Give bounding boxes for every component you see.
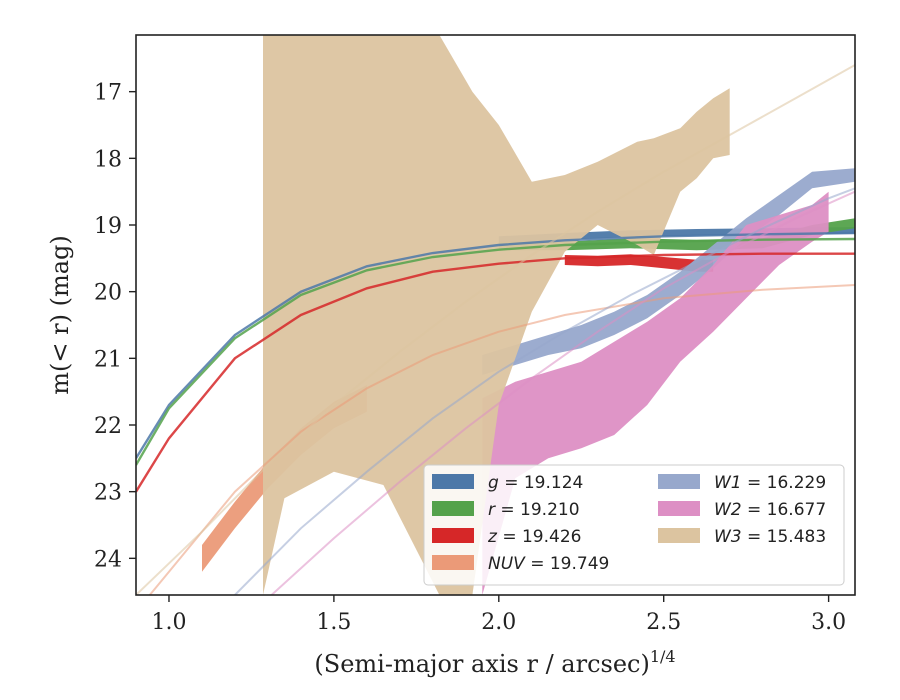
legend-label-w3: W3 = 15.483	[714, 527, 826, 547]
model-curve-w2	[270, 190, 855, 595]
y-tick-label: 21	[94, 347, 122, 372]
x-tick-label: 1.0	[151, 610, 186, 635]
x-tick-label: 2.5	[646, 610, 681, 635]
x-axis-label: (Semi-major axis r / arcsec)1/4	[314, 647, 675, 678]
x-tick-label: 2.0	[481, 610, 516, 635]
model-curve-r	[136, 237, 855, 466]
legend-swatch-nuv	[432, 555, 474, 570]
y-axis-label: m(< r) (mag)	[46, 235, 74, 394]
x-tick-label: 3.0	[811, 610, 846, 635]
legend-label-w1: W1 = 16.229	[714, 473, 826, 493]
y-tick-label: 17	[94, 81, 122, 106]
legend-frame	[423, 464, 845, 586]
y-tick-label: 22	[94, 414, 122, 439]
band-w2	[482, 191, 829, 595]
legend-label-w2: W2 = 16.677	[714, 500, 826, 520]
legend-swatch-z	[432, 528, 474, 543]
bands	[202, 35, 855, 595]
model-curve-g	[136, 231, 855, 459]
legend-label-g: g = 19.124	[488, 473, 583, 493]
legend-swatch-w1	[658, 474, 700, 489]
y-tick-label: 19	[94, 214, 122, 239]
model-curve-nuv	[148, 284, 855, 595]
model-curve-w1	[234, 187, 855, 595]
y-tick-label: 18	[94, 147, 122, 172]
x-axis-label-exponent: 1/4	[650, 647, 676, 666]
y-tick-label: 23	[94, 481, 122, 506]
x-tick-label: 1.5	[316, 610, 351, 635]
y-tick-label: 20	[94, 281, 122, 306]
band-w3	[263, 35, 730, 595]
model-curve-w3	[136, 64, 855, 595]
y-axis-ticks: 17 18 19 20 21 22 23 24	[94, 81, 136, 572]
x-axis-label-main: (Semi-major axis r / arcsec)	[314, 650, 649, 678]
band-w1	[482, 168, 855, 375]
legend-swatch-w3	[658, 528, 700, 543]
legend-label-z: z = 19.426	[487, 527, 581, 547]
plot-frame	[135, 34, 856, 596]
legend-label-nuv: NUV = 19.749	[488, 554, 609, 574]
legend-swatch-w2	[658, 501, 700, 516]
legend-label-r: r = 19.210	[488, 500, 580, 520]
x-axis-ticks: 1.0 1.5 2.0 2.5 3.0	[151, 595, 846, 635]
legend-swatch-g	[432, 474, 474, 489]
y-tick-label: 24	[94, 547, 122, 572]
legend-swatch-r	[432, 501, 474, 516]
model-curves	[136, 64, 855, 595]
band-z	[564, 254, 714, 272]
legend: g = 19.124 r = 19.210 z = 19.426 NUV = 19.7…	[423, 464, 845, 586]
model-curve-z	[136, 252, 855, 493]
